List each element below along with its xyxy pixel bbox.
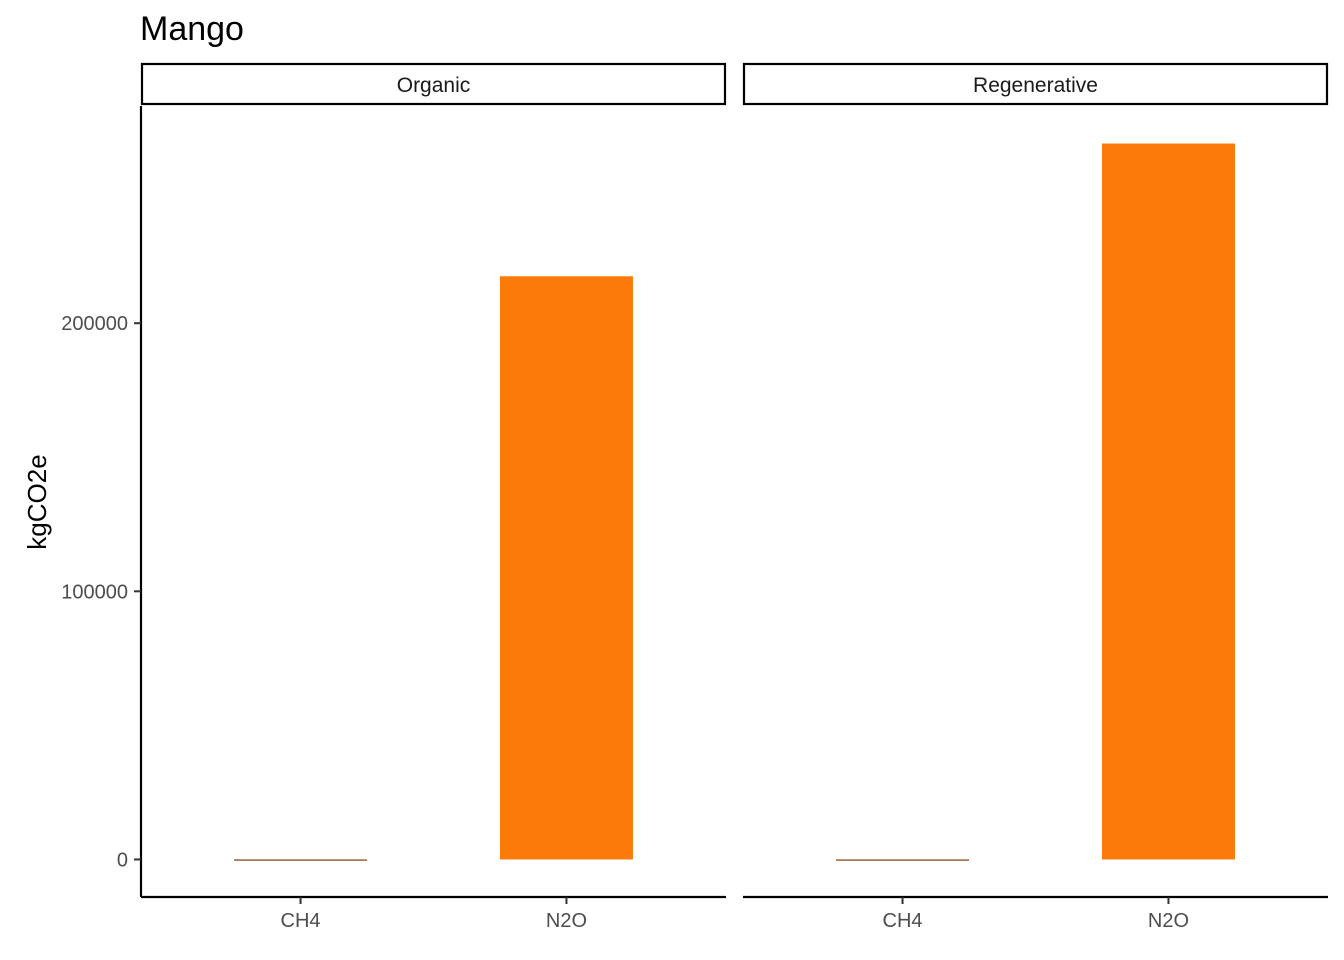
chart-title: Mango: [140, 10, 244, 48]
y-tick-label: 200000: [61, 313, 128, 335]
facet-strip-label: Organic: [397, 74, 471, 97]
y-axis-title: kgCO2e: [22, 454, 52, 549]
facet-panel-organic: Organic CH4 N2O: [140, 62, 727, 932]
facet-strip: [742, 62, 1329, 106]
bar-organic-ch4: [234, 859, 368, 861]
y-axis: 0 100000 200000: [61, 106, 143, 897]
facet-panels: Organic CH4 N2O Regenerative CH4 N2O: [140, 62, 1329, 932]
x-tick-label: CH4: [883, 910, 923, 932]
facet-panel-regenerative: Regenerative CH4 N2O: [742, 62, 1329, 932]
bar-organic-n2o: [499, 276, 633, 860]
y-tick-label: 0: [117, 849, 128, 871]
x-tick-label: N2O: [1148, 910, 1189, 932]
bar-regenerative-n2o: [1101, 143, 1235, 860]
facet-strip: [140, 62, 727, 106]
y-tick-label: 100000: [61, 581, 128, 603]
x-tick-label: N2O: [546, 910, 587, 932]
facet-strip-label: Regenerative: [973, 74, 1098, 97]
bar-regenerative-ch4: [836, 859, 970, 861]
x-tick-label: CH4: [281, 910, 321, 932]
